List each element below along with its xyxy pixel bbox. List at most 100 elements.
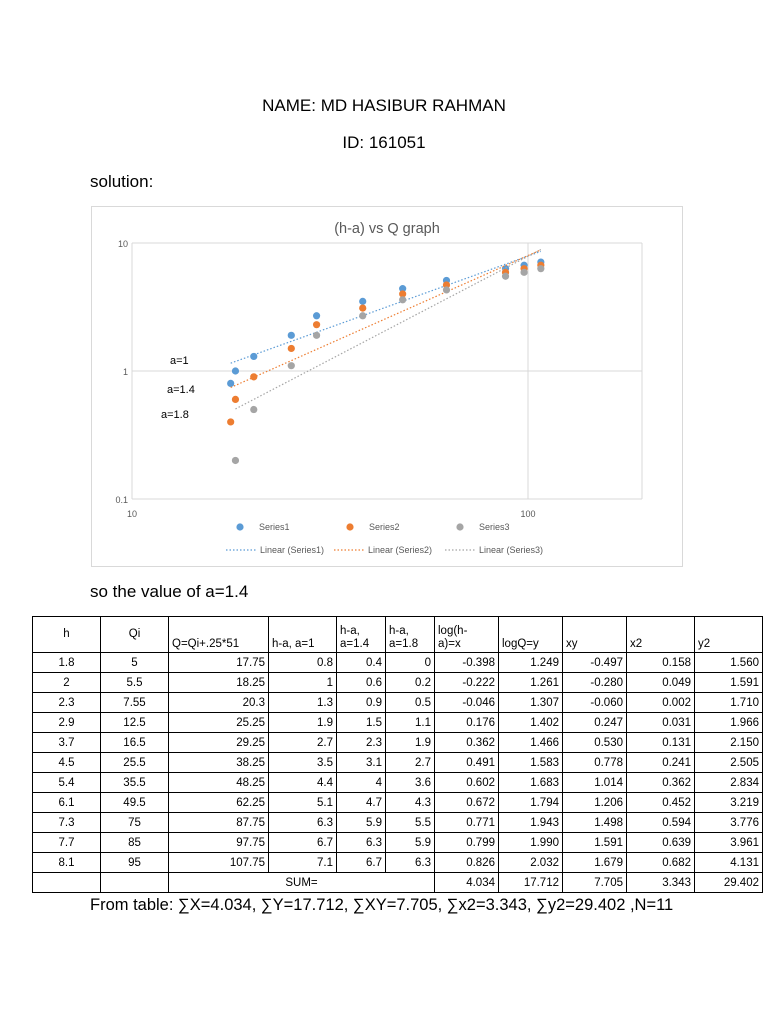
data-point-series3 [359, 312, 367, 320]
data-point-series3 [287, 362, 295, 370]
data-point-series1 [227, 379, 235, 388]
table-cell: 1.466 [498, 732, 563, 753]
table-cell: -0.497 [562, 652, 627, 673]
legend-trendline-label: Linear (Series2) [368, 545, 432, 555]
table-row: 2.9 12.5 25.25 1.9 1.5 1.1 0.176 1.402 0.247 0.03… [32, 712, 763, 733]
table-cell: 0.771 [434, 812, 499, 833]
table-cell: 0.362 [434, 732, 499, 753]
table-cell: 0.682 [626, 852, 695, 873]
table-cell: 1.9 [385, 732, 435, 753]
series-annotation: a=1.8 [161, 409, 189, 421]
table-cell: 20.3 [168, 692, 269, 713]
table-cell: 1.583 [498, 752, 563, 773]
legend-marker-series1 [236, 523, 244, 531]
table-cell: 0.4 [336, 652, 386, 673]
table-header-cell: x2 [626, 616, 695, 653]
table-row: 4.5 25.5 38.25 3.5 3.1 2.7 0.491 1.583 0.778 0.24… [32, 752, 763, 773]
table-cell: 0.241 [626, 752, 695, 773]
table-cell: 0.672 [434, 792, 499, 813]
table-cell: 1.679 [562, 852, 627, 873]
table-cell: 0.176 [434, 712, 499, 733]
table-cell: 6.3 [268, 812, 337, 833]
legend-marker-series2 [346, 523, 354, 531]
table-cell: 1.591 [562, 832, 627, 853]
table-cell: -0.280 [562, 672, 627, 693]
trendline-series3 [235, 249, 542, 410]
table-cell: 3.961 [694, 832, 763, 853]
table-cell: 2.9 [32, 712, 101, 733]
table-cell: 1.5 [336, 712, 386, 733]
table-cell: 1.014 [562, 772, 627, 793]
table-cell: 0.826 [434, 852, 499, 873]
table-cell: 1.943 [498, 812, 563, 833]
table-cell: 2.032 [498, 852, 563, 873]
data-point-series3 [250, 405, 258, 414]
table-row: 7.3 75 87.75 6.3 5.9 5.5 0.771 1.943 1.498 0.594 3… [32, 812, 763, 833]
table-cell: 0.799 [434, 832, 499, 853]
table-cell: 0.639 [626, 832, 695, 853]
table-header-cell: log(h-a)=x [434, 616, 499, 653]
table-header-cell: Q=Qi+.25*51 [168, 616, 269, 653]
table-cell: 16.5 [100, 732, 169, 753]
table-cell: -0.060 [562, 692, 627, 713]
data-point-series1 [312, 312, 321, 320]
sum-label: SUM= [168, 872, 435, 893]
table-cell: 2.3 [336, 732, 386, 753]
chart-svg: (h-a) vs Q graph 10 1 0.1 10 100 a=1 a=1.4 a=1.8… [115, 221, 643, 555]
table-cell: 4 [336, 772, 386, 793]
table-cell: 3.6 [385, 772, 435, 793]
data-point-series3 [442, 286, 451, 294]
table-cell: 5 [100, 652, 169, 673]
data-point-series2 [227, 418, 235, 426]
table-cell: 0.131 [626, 732, 695, 753]
table-cell: 5.5 [100, 672, 169, 693]
table-cell: 87.75 [168, 812, 269, 833]
data-point-series1 [399, 285, 407, 293]
table-cell: 1.1 [385, 712, 435, 733]
table-cell: 95 [100, 852, 169, 873]
table-cell: 0.002 [626, 692, 695, 713]
table-cell: 62.25 [168, 792, 269, 813]
data-point-series3 [312, 331, 321, 339]
table-cell: 1.794 [498, 792, 563, 813]
table-cell: 7.7 [32, 832, 101, 853]
data-point-series1 [359, 297, 367, 305]
x-tick-label: 10 [127, 509, 137, 519]
table-cell: 5.9 [385, 832, 435, 853]
summary-text: From table: ∑X=4.034, ∑Y=17.712, ∑XY=7.7… [90, 896, 674, 914]
table-cell: 85 [100, 832, 169, 853]
chart-title: (h-a) vs Q graph [334, 221, 440, 237]
table-cell: 1.249 [498, 652, 563, 673]
table-row: 3.7 16.5 29.25 2.7 2.3 1.9 0.362 1.466 0.530 0.13… [32, 732, 763, 753]
table-cell: 0.602 [434, 772, 499, 793]
table-cell: 5.1 [268, 792, 337, 813]
data-point-series3 [501, 272, 510, 280]
data-point-series2 [359, 304, 367, 312]
table-cell: 2.7 [268, 732, 337, 753]
table-row: 6.1 49.5 62.25 5.1 4.7 4.3 0.672 1.794 1.206 0.45… [32, 792, 763, 813]
table-cell: 0.2 [385, 672, 435, 693]
table-cell: 2.834 [694, 772, 763, 793]
data-point-series3 [537, 265, 545, 273]
table-cell: 0.158 [626, 652, 695, 673]
y-tick-label: 10 [118, 239, 128, 249]
legend-label: Series2 [369, 522, 400, 532]
table-sum-row: SUM= 4.034 17.712 7.705 3.343 29.402 [32, 872, 763, 893]
table-cell: 25.5 [100, 752, 169, 773]
table-cell: 0.362 [626, 772, 695, 793]
table-header-row: h Qi Q=Qi+.25*51 h-a, a=1 h-a, a=1.4 h-a, a=1.8… [32, 616, 763, 653]
table-cell: 5.5 [385, 812, 435, 833]
table-cell: 0.8 [268, 652, 337, 673]
table-row: 1.8 5 17.75 0.8 0.4 0 -0.398 1.249 -0.497 0.158 1.… [32, 652, 763, 673]
table-header-cell: h-a, a=1 [268, 616, 337, 653]
table-cell: 4.4 [268, 772, 337, 793]
table-cell: 0.491 [434, 752, 499, 773]
table-cell: 1.591 [694, 672, 763, 693]
data-point-series2 [399, 290, 407, 298]
table-cell: 18.25 [168, 672, 269, 693]
table-cell: 1.498 [562, 812, 627, 833]
table-cell [32, 872, 101, 893]
legend-trendline-label: Linear (Series1) [260, 545, 324, 555]
table-cell: 38.25 [168, 752, 269, 773]
table-cell: 1.8 [32, 652, 101, 673]
